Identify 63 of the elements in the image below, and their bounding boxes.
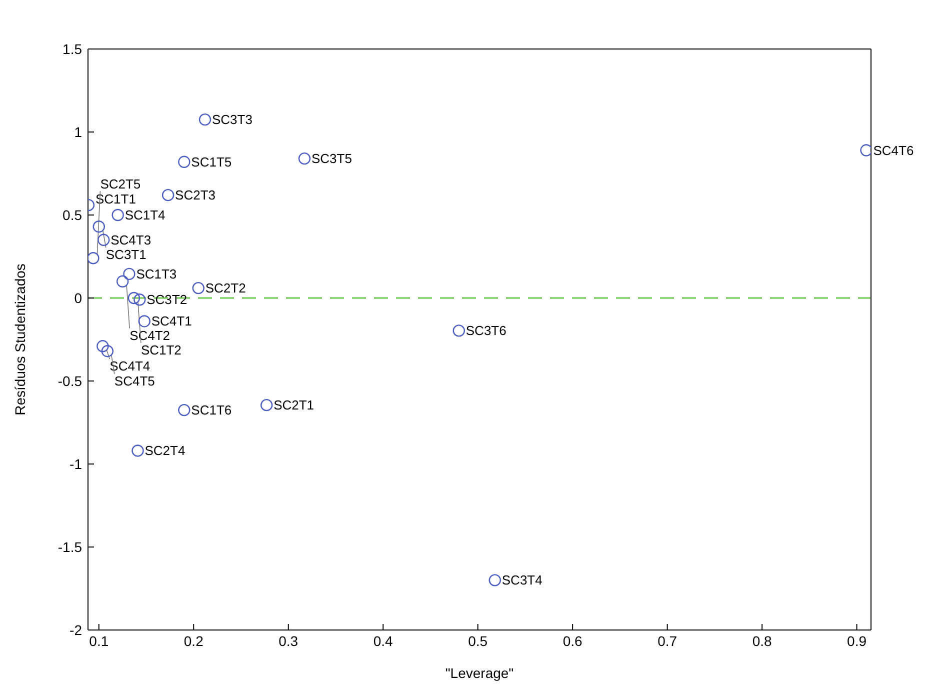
x-axis-title: "Leverage" bbox=[445, 665, 514, 681]
x-tick-label: 0.2 bbox=[184, 632, 204, 649]
annotation: SC2T2 bbox=[205, 280, 246, 296]
annotation: SC4T2 bbox=[130, 328, 170, 343]
annotation: SC4T1 bbox=[151, 314, 192, 329]
point bbox=[138, 315, 150, 328]
y-tick-label: -1 bbox=[70, 456, 82, 472]
annotation: SC3T4 bbox=[502, 572, 542, 588]
annotation: SC1T3 bbox=[136, 266, 177, 282]
x-tick-label: 0.5 bbox=[468, 632, 488, 649]
point bbox=[98, 234, 110, 246]
point bbox=[488, 574, 501, 586]
y-tick-label: -1.5 bbox=[58, 538, 82, 555]
annotation: SC2T1 bbox=[274, 398, 314, 413]
point bbox=[101, 345, 114, 358]
annotation: SC2T5 bbox=[100, 176, 141, 192]
point bbox=[132, 444, 144, 457]
annotation: SC1T4 bbox=[124, 208, 166, 222]
annotation: SC1T2 bbox=[140, 342, 182, 358]
annotation: SC3T6 bbox=[466, 323, 506, 338]
x-tick-label: 0.9 bbox=[847, 632, 867, 649]
y-tick-label: 0 bbox=[74, 290, 82, 306]
x-tick-label: 0.1 bbox=[89, 632, 109, 649]
y-tick-label: 1 bbox=[74, 124, 82, 140]
annotation: SC2T3 bbox=[175, 188, 216, 203]
annotation: SC3T3 bbox=[212, 112, 252, 128]
x-tick-label: 0.4 bbox=[373, 632, 394, 649]
point bbox=[198, 113, 212, 126]
point bbox=[162, 188, 174, 202]
x-tick-label: 0.7 bbox=[658, 632, 678, 649]
y-tick-label: 0.5 bbox=[62, 206, 82, 223]
annotation: SC1T1 bbox=[95, 192, 136, 207]
point bbox=[178, 404, 190, 416]
point bbox=[128, 292, 140, 304]
annotation: SC3T5 bbox=[311, 151, 352, 166]
point bbox=[452, 324, 465, 337]
point bbox=[192, 282, 204, 294]
point bbox=[116, 275, 129, 288]
point bbox=[178, 156, 190, 168]
annotation: SC3T1 bbox=[106, 247, 146, 262]
annotation: SC4T5 bbox=[114, 374, 155, 389]
point bbox=[860, 144, 871, 156]
point bbox=[123, 268, 136, 280]
y-tick-label: -2 bbox=[70, 622, 82, 638]
y-tick-label: -0.5 bbox=[58, 372, 82, 389]
point bbox=[298, 152, 311, 165]
annotation: SC4T3 bbox=[110, 232, 152, 248]
annotation: SC1T5 bbox=[191, 154, 232, 170]
annotation: SC4T6 bbox=[873, 142, 914, 158]
point bbox=[260, 398, 273, 412]
point bbox=[96, 340, 109, 352]
x-tick-label: 0.6 bbox=[562, 632, 583, 649]
annotation: SC1T6 bbox=[191, 402, 232, 418]
x-tick-label: 0.8 bbox=[752, 632, 772, 649]
annotation: SC2T4 bbox=[144, 443, 186, 458]
x-tick-label: 0.3 bbox=[278, 632, 298, 649]
y-axis-title: Resíduos Studentizados bbox=[12, 264, 28, 416]
point bbox=[112, 208, 124, 222]
y-tick-label: 1.5 bbox=[62, 40, 82, 57]
annotation: SC4T4 bbox=[110, 358, 150, 374]
point bbox=[92, 220, 105, 233]
point bbox=[134, 294, 146, 306]
point bbox=[88, 252, 100, 264]
